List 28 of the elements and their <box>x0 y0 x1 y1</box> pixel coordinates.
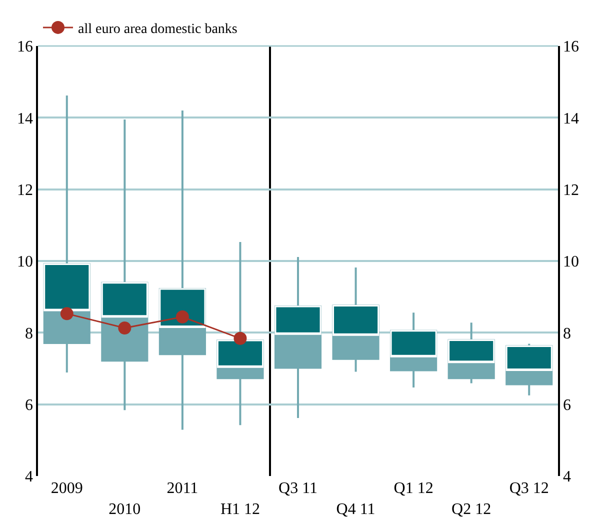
y2-tick-label: 10 <box>562 254 579 271</box>
x-tick-label: 2010 <box>108 500 141 518</box>
y2-tick-label: 12 <box>562 182 579 199</box>
y2-tick-label: 6 <box>562 396 571 414</box>
x-tick-label: Q2 12 <box>452 500 492 518</box>
y-tick-label: 12 <box>17 182 34 199</box>
x-tick-label: Q1 12 <box>394 480 434 497</box>
y-tick-label: 6 <box>25 396 34 414</box>
y-tick-label: 10 <box>17 254 34 271</box>
x-tick-label: Q3 12 <box>509 480 549 497</box>
point <box>118 322 132 335</box>
y-tick-label: 4 <box>25 468 34 486</box>
x-tick-label: Q3 11 <box>278 480 318 497</box>
point <box>60 307 74 320</box>
y2-tick-label: 14 <box>562 110 579 128</box>
y-tick-label: 16 <box>17 38 34 56</box>
y2-tick-label: 16 <box>562 38 579 56</box>
y2-tick-label: 4 <box>562 468 571 486</box>
x-tick-label: 2009 <box>50 480 83 497</box>
point <box>234 332 247 345</box>
x-tick-label: 2011 <box>166 480 198 497</box>
y2-tick-label: 8 <box>562 325 571 342</box>
x-tick-label: Q4 11 <box>336 500 376 518</box>
point <box>176 310 189 324</box>
x-tick-label: H1 12 <box>220 500 260 518</box>
y-tick-label: 14 <box>17 110 34 128</box>
y-tick-label: 8 <box>25 325 34 342</box>
legend-label: all euro area domestic banks <box>78 22 238 37</box>
